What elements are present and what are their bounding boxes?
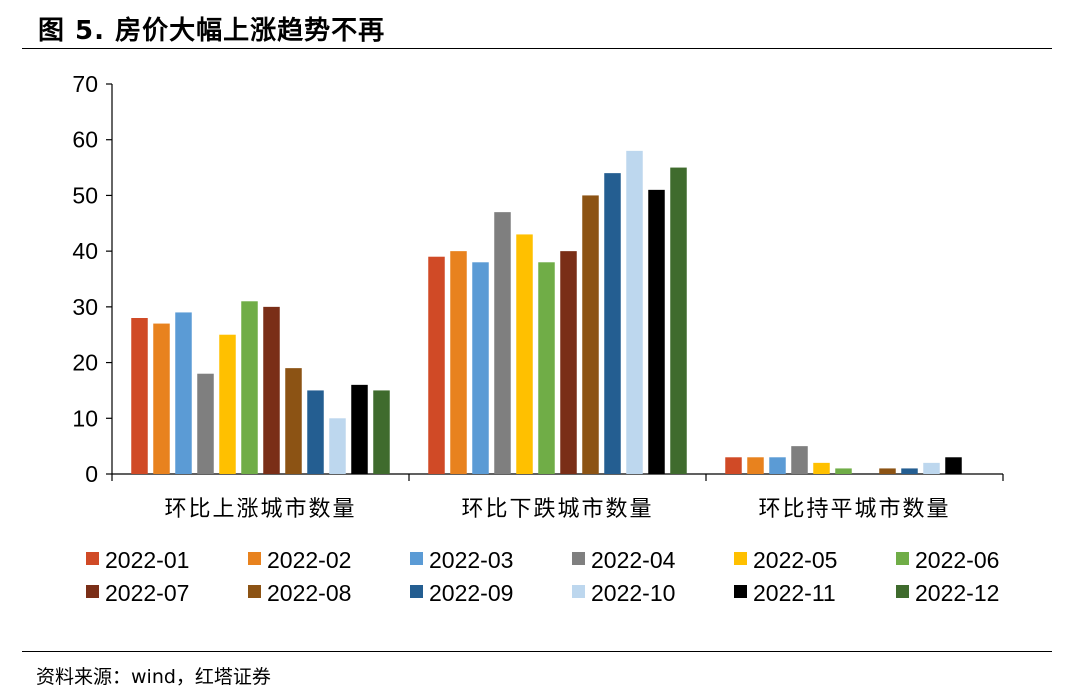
bar-2022-04 — [197, 373, 214, 474]
bar-2022-08 — [582, 195, 599, 474]
figure-title: 图 5. 房价大幅上涨趋势不再 — [38, 16, 386, 46]
y-tick-label: 70 — [72, 71, 98, 97]
x-category-label: 环比上涨城市数量 — [164, 497, 356, 522]
bar-2022-02 — [450, 251, 467, 474]
bar-2022-07 — [263, 306, 280, 474]
legend-label: 2022-01 — [105, 547, 189, 573]
bar-series-group — [131, 150, 962, 475]
y-tick-label: 50 — [72, 182, 98, 208]
bar-2022-12 — [373, 390, 390, 474]
legend-swatch — [86, 585, 99, 598]
bar-2022-02 — [153, 323, 170, 474]
legend-label: 2022-11 — [753, 580, 836, 606]
legend-label: 2022-03 — [429, 547, 513, 573]
bar-2022-04 — [494, 212, 511, 474]
y-tick-label: 10 — [72, 405, 98, 431]
y-tick-label: 30 — [72, 294, 98, 320]
legend-label: 2022-09 — [429, 580, 513, 606]
legend-swatch — [734, 585, 747, 598]
y-axis: 0 10 20 30 40 50 60 70 — [72, 71, 113, 487]
bar-2022-07 — [560, 251, 577, 474]
bar-2022-06 — [241, 301, 258, 474]
legend-swatch — [734, 552, 747, 565]
y-tick-label: 0 — [85, 461, 98, 487]
bar-2022-05 — [813, 462, 830, 474]
bar-2022-09 — [604, 173, 621, 474]
bar-2022-10 — [626, 150, 643, 474]
legend-label: 2022-07 — [105, 580, 189, 606]
source-note: 资料来源：wind，红塔证券 — [36, 666, 271, 688]
legend-swatch — [896, 552, 909, 565]
legend-swatch — [248, 585, 261, 598]
legend-swatch — [572, 585, 585, 598]
bar-2022-06 — [835, 468, 852, 474]
legend-label: 2022-06 — [915, 547, 999, 573]
bar-2022-02 — [747, 457, 764, 474]
legend-swatch — [896, 585, 909, 598]
bar-2022-06 — [538, 262, 555, 474]
bar-2022-10 — [923, 462, 940, 474]
bar-2022-03 — [175, 312, 192, 474]
legend-label: 2022-12 — [915, 580, 999, 606]
legend-swatch — [86, 552, 99, 565]
bar-2022-12 — [670, 167, 687, 475]
bar-2022-10 — [329, 418, 346, 474]
x-category-label: 环比持平城市数量 — [758, 497, 950, 522]
y-tick-label: 40 — [72, 238, 98, 264]
title-rule — [22, 48, 1052, 49]
legend-label: 2022-04 — [591, 547, 676, 573]
x-axis: 环比上涨城市数量 环比下跌城市数量 环比持平城市数量 — [111, 473, 1004, 522]
legend-label: 2022-02 — [267, 547, 351, 573]
bar-2022-03 — [472, 262, 489, 474]
y-tick-label: 60 — [72, 127, 98, 153]
bar-2022-01 — [428, 256, 445, 474]
y-tick-label: 20 — [72, 350, 98, 376]
bar-2022-08 — [879, 468, 896, 474]
bar-2022-09 — [307, 390, 324, 474]
legend-label: 2022-08 — [267, 580, 351, 606]
bar-2022-05 — [516, 234, 533, 474]
bar-2022-03 — [769, 457, 786, 474]
bar-2022-05 — [219, 334, 236, 474]
legend-swatch — [410, 585, 423, 598]
bar-2022-08 — [285, 368, 302, 474]
legend-label: 2022-05 — [753, 547, 837, 573]
bar-2022-11 — [945, 457, 962, 474]
bar-2022-11 — [648, 189, 665, 474]
legend-swatch — [410, 552, 423, 565]
legend-label: 2022-10 — [591, 580, 675, 606]
bar-2022-01 — [725, 457, 742, 474]
x-category-label: 环比下跌城市数量 — [461, 497, 653, 522]
bar-2022-11 — [351, 384, 368, 474]
legend-swatch — [248, 552, 261, 565]
bar-2022-01 — [131, 318, 148, 474]
source-rule — [22, 651, 1052, 652]
legend-swatch — [572, 552, 585, 565]
legend: 2022-01 2022-02 2022-03 2022-04 2022-05 2022-… — [86, 547, 999, 606]
bar-2022-09 — [901, 468, 918, 474]
bar-2022-04 — [791, 446, 808, 474]
